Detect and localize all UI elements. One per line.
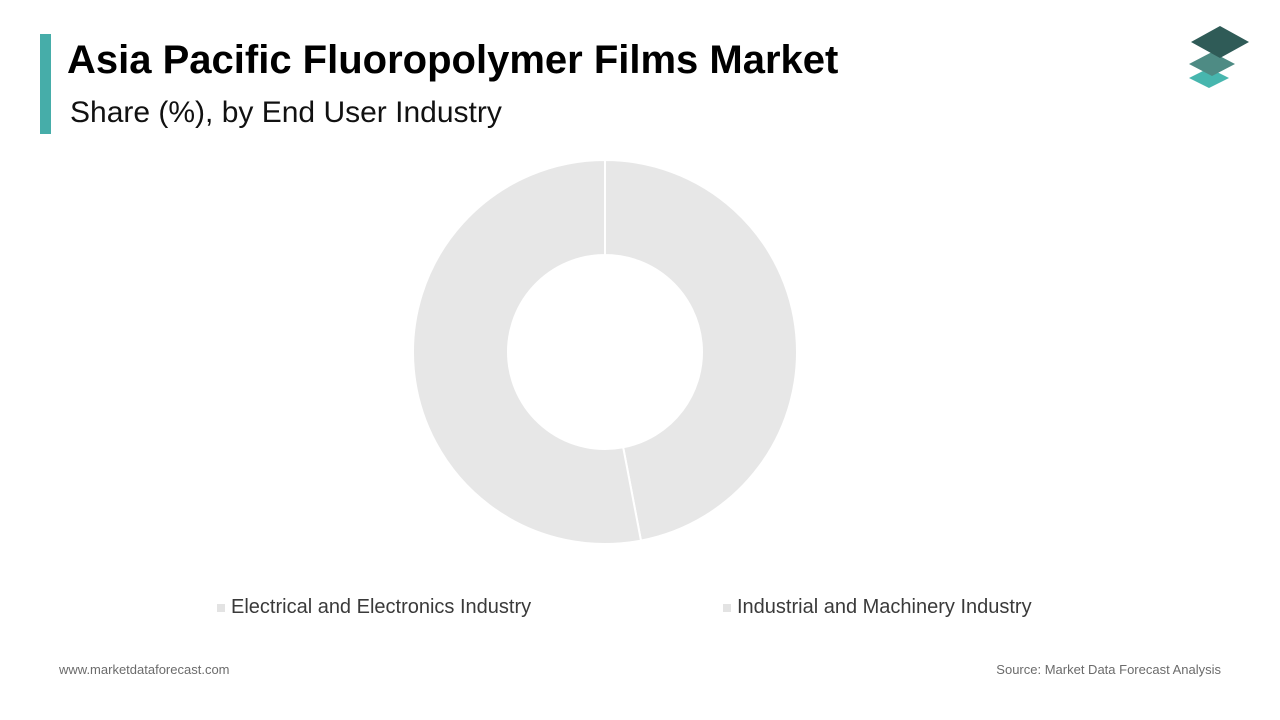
footer-website: www.marketdataforecast.com — [59, 662, 230, 677]
page-title: Asia Pacific Fluoropolymer Films Market — [67, 38, 839, 82]
page-subtitle: Share (%), by End User Industry — [70, 96, 502, 129]
logo-layer-bottom — [1189, 68, 1229, 88]
logo-layer-middle — [1189, 52, 1235, 76]
donut-slices — [412, 158, 798, 545]
legend-label-electrical: Electrical and Electronics Industry — [231, 596, 532, 618]
donut-slice-industrial — [412, 158, 643, 545]
legend-item-industrial: Industrial and Machinery Industry — [723, 596, 1032, 619]
legend-swatch-industrial — [723, 603, 731, 612]
legend-item-electrical: Electrical and Electronics Industry — [217, 596, 531, 619]
legend-swatch-electrical — [217, 603, 225, 612]
title-accent-bar — [40, 34, 51, 134]
brand-logo-icon — [1189, 26, 1249, 88]
logo-layer-top — [1191, 26, 1249, 58]
donut-slice-electrical — [604, 158, 798, 542]
footer-source: Source: Market Data Forecast Analysis — [996, 662, 1221, 677]
donut-chart — [412, 158, 798, 545]
legend-label-industrial: Industrial and Machinery Industry — [737, 596, 1032, 618]
